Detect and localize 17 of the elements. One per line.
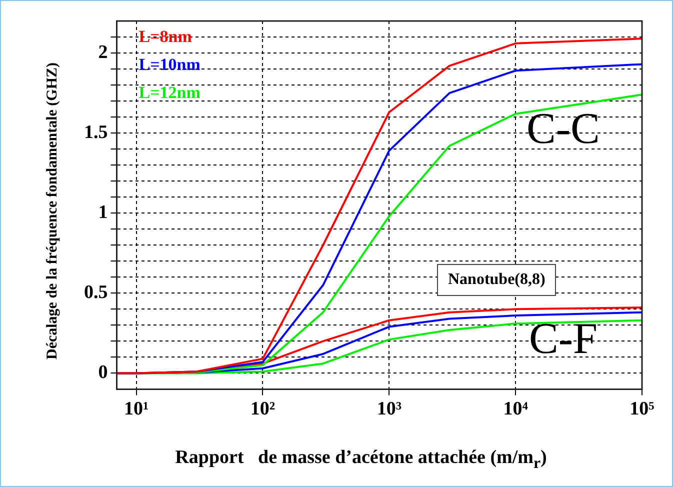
y-tick-label: 0 (98, 362, 108, 384)
y-tick-label: 2 (98, 42, 108, 63)
text: L=8nm (138, 26, 192, 46)
text: L=12nm (138, 82, 200, 102)
x-axis-title: Rapport de masse d’acétone attachée (m/m$_{r}$) (174, 447, 548, 473)
annotation: C-C (526, 104, 600, 154)
text: L=10nm (138, 54, 200, 74)
x-tick-label: 10³ (376, 398, 402, 420)
y-tick-label: 1 (98, 202, 108, 224)
x-tick-label: 10¹ (124, 398, 149, 420)
y-tick-label: 0.5 (84, 282, 108, 304)
x-tick-label: 10⁴ (503, 398, 528, 420)
annotation: Nanotube(8,8) (437, 264, 556, 296)
x-tick-label: 10⁵ (630, 398, 655, 420)
y-axis-title: Décalage de la fréquence fondamentale (GHZ) (44, 61, 62, 362)
x-tick-label: 10² (250, 398, 276, 420)
y-tick-label: 1.5 (84, 122, 108, 143)
